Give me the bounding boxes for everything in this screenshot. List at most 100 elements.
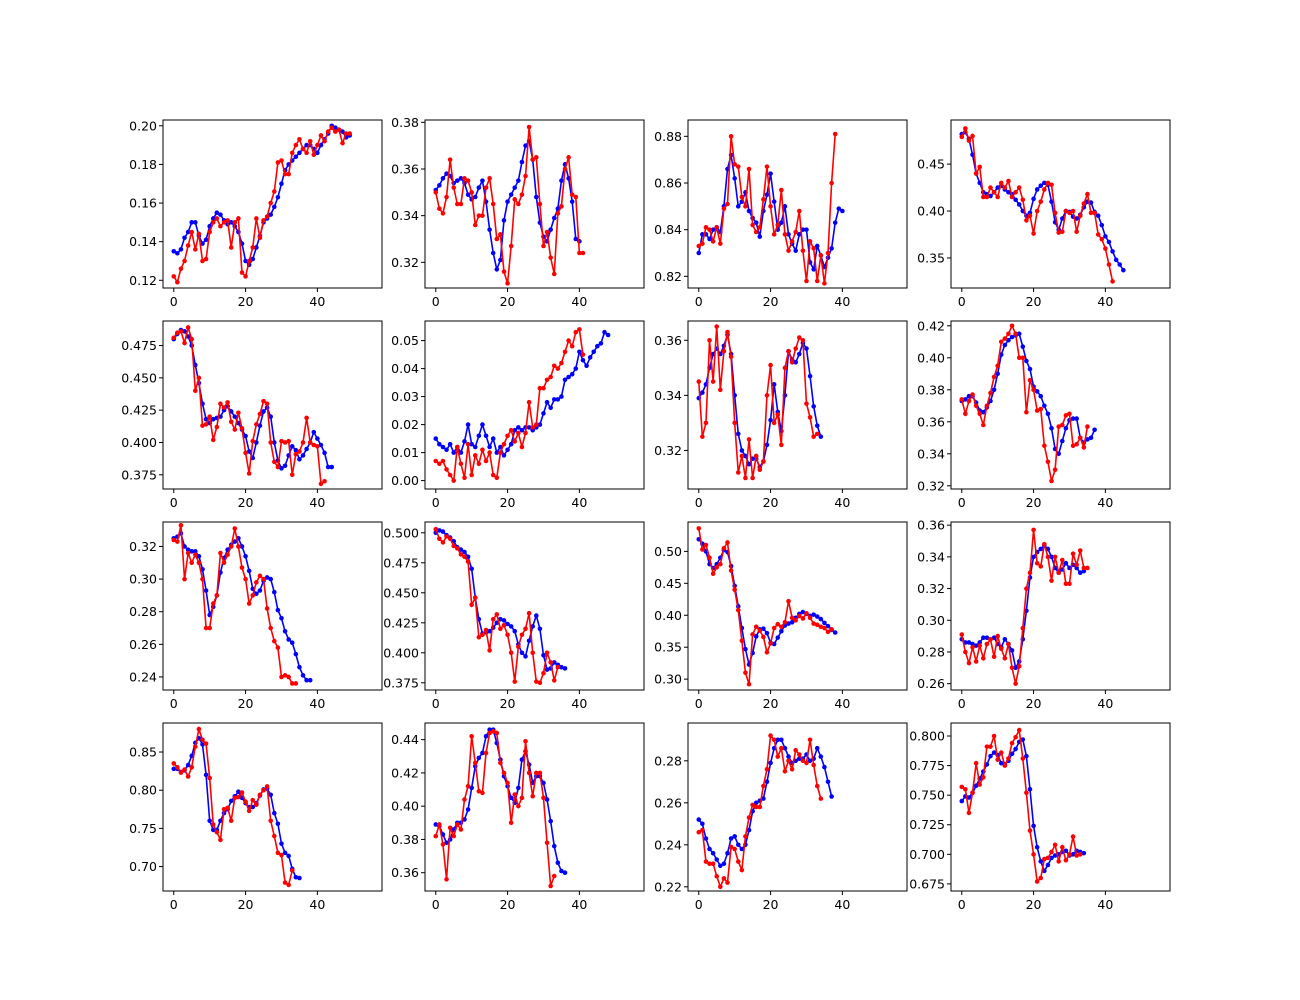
subplot-3-2: 0 20 40 0.375 0.400 0.425 0.450 0.475 0.500 [383, 521, 645, 711]
x-tick-label: 0 [958, 897, 966, 912]
y-tick-label: 0.450 [383, 585, 419, 600]
data-point [440, 540, 446, 545]
data-point [718, 884, 723, 890]
data-point [991, 635, 997, 640]
data-point [1056, 230, 1061, 235]
subplot-4-4: 0 20 40 0.675 0.700 0.725 0.750 0.775 0.800 [909, 722, 1171, 912]
data-point [818, 434, 824, 439]
data-point [1002, 342, 1008, 348]
data-point [304, 415, 309, 421]
data-point [739, 867, 745, 873]
data-point [977, 164, 983, 170]
data-point [498, 257, 503, 263]
data-point [530, 157, 535, 162]
data-point [519, 650, 525, 656]
data-point [447, 157, 453, 162]
data-point [322, 138, 327, 144]
data-point [721, 861, 727, 866]
data-point [984, 403, 990, 409]
data-point [519, 444, 525, 450]
data-point [743, 475, 748, 481]
y-tick-label: 0.18 [129, 157, 157, 172]
x-tick-label: 40 [309, 696, 325, 711]
data-point [516, 803, 521, 809]
data-point [573, 366, 579, 371]
data-point [703, 836, 709, 841]
y-tick-label: 0.44 [391, 732, 419, 747]
data-point [746, 208, 752, 214]
data-point [289, 868, 295, 873]
y-tick-label: 0.375 [121, 467, 157, 482]
axes-frame [687, 119, 908, 289]
data-point [537, 385, 543, 391]
data-point [282, 850, 288, 856]
data-point [487, 730, 492, 736]
data-point [437, 822, 442, 827]
data-point [728, 844, 734, 850]
red-series [171, 125, 352, 285]
subplot-1-2: 0 20 40 0.32 0.34 0.36 0.38 [391, 115, 645, 309]
data-point [307, 138, 313, 144]
data-point [1042, 868, 1047, 874]
data-point [714, 324, 720, 329]
data-point [811, 621, 816, 626]
data-point [444, 877, 449, 882]
data-point [573, 194, 579, 200]
data-point [1121, 267, 1126, 273]
data-point [1006, 331, 1011, 337]
data-point [1031, 852, 1036, 857]
y-tick-label: 0.26 [129, 637, 157, 652]
data-point [304, 677, 309, 683]
data-point [232, 539, 238, 544]
data-point [519, 795, 525, 801]
data-point [562, 377, 568, 383]
data-point [275, 464, 281, 470]
data-point [984, 194, 990, 200]
data-point [1060, 844, 1065, 850]
data-point [1103, 246, 1108, 251]
data-point [487, 450, 492, 455]
data-point [243, 450, 248, 456]
data-point [257, 411, 263, 417]
data-point [490, 729, 496, 734]
y-tick-label: 0.04 [391, 361, 419, 376]
y-tick-label: 0.36 [917, 414, 945, 429]
data-point [1013, 734, 1018, 740]
y-tick-label: 0.475 [121, 338, 157, 353]
data-point [185, 229, 191, 235]
data-point [707, 236, 712, 242]
data-point [757, 234, 763, 239]
data-point [551, 873, 557, 879]
data-point [286, 853, 291, 859]
data-point [286, 674, 291, 680]
y-tick-label: 0.24 [654, 837, 682, 852]
data-point [501, 453, 507, 458]
data-point [472, 444, 478, 450]
y-tick-label: 0.36 [654, 333, 682, 348]
y-tick-label: 0.475 [383, 555, 419, 570]
data-point [832, 630, 838, 635]
data-point [753, 634, 759, 639]
x-tick-label: 20 [238, 897, 254, 912]
data-point [472, 222, 478, 228]
data-point [508, 192, 514, 197]
red-series-line [173, 726, 294, 887]
data-point [210, 822, 216, 827]
data-point [185, 243, 191, 248]
data-point [171, 766, 177, 772]
data-point [236, 216, 241, 221]
data-point [981, 409, 986, 415]
x-tick-label: 40 [834, 696, 850, 711]
data-point [214, 829, 220, 835]
data-point [282, 440, 288, 445]
data-point [508, 243, 514, 249]
data-point [243, 799, 248, 804]
data-point [959, 134, 965, 140]
data-point [469, 472, 474, 478]
data-point [973, 760, 979, 766]
data-point [577, 327, 582, 332]
data-point [1042, 403, 1047, 409]
data-point [498, 616, 503, 622]
data-point [505, 281, 510, 286]
y-tick-label: 0.750 [909, 788, 945, 803]
